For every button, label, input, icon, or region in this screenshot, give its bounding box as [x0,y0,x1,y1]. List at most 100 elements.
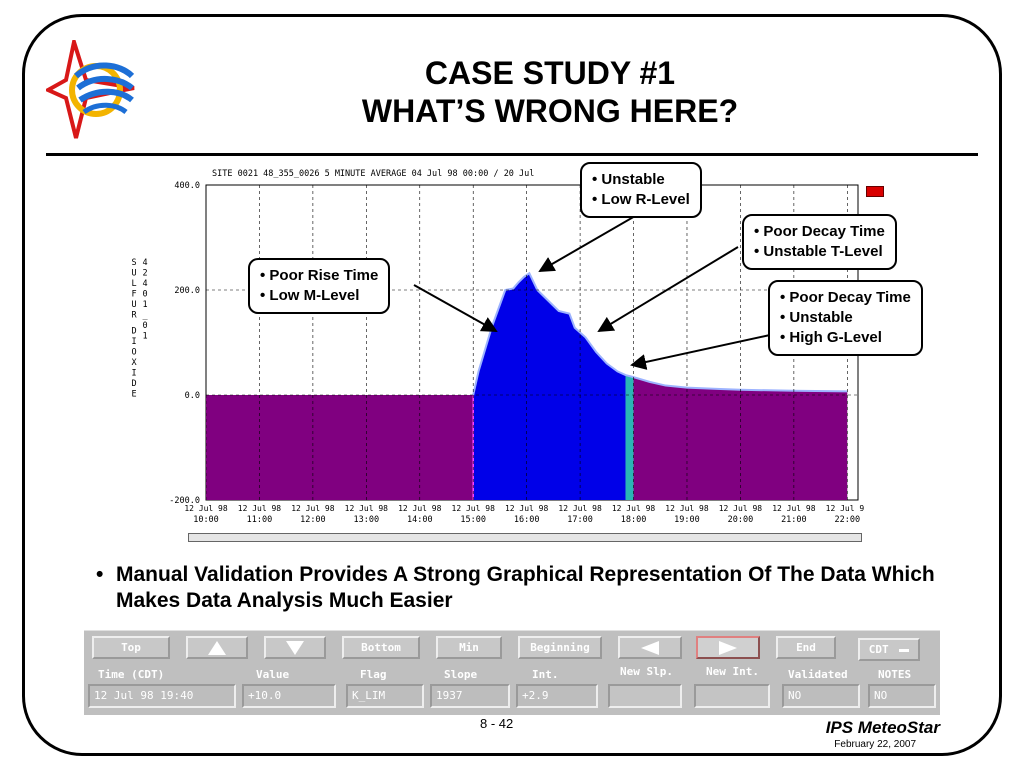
validated-label: Validated [788,668,848,681]
page-number: 8 - 42 [480,716,514,731]
x-time-label: 14:00 [407,515,433,525]
x-time-label: 22:00 [835,515,861,525]
x-time-label: 12:00 [300,515,326,525]
flagged-area [473,273,626,500]
title-line-1: CASE STUDY #1 [424,55,676,91]
int-label: Int. [532,668,559,681]
y-axis-label-char: D [131,379,136,389]
brand-name: IPS MeteoStar [825,718,940,737]
x-date-label: 12 Jul 98 [398,504,442,513]
x-date-label: 12 Jul 98 [238,504,282,513]
y-axis-code-char: 4 [142,279,147,289]
x-date-label: 12 Jul 98 [612,504,656,513]
down-triangle-icon [286,641,304,655]
top-button[interactable]: Top [92,636,170,659]
status-indicator [866,186,884,197]
x-date-label: 12 Jul 98 [772,504,816,513]
x-time-label: 10:00 [193,515,219,525]
right-arrow-button[interactable] [696,636,760,659]
down-arrow-button[interactable] [264,636,326,659]
callout-decay-unstable-high-g: • Poor Decay Time • Unstable • High G-Le… [768,280,923,356]
callout-arrow-g [630,334,771,370]
x-date-label: 12 Jul 98 [505,504,549,513]
dropdown-icon [899,648,910,652]
x-date-label: 12 Jul 98 [665,504,709,513]
bottom-button[interactable]: Bottom [342,636,420,659]
y-axis-label-char: L [131,279,136,289]
left-arrow-button[interactable] [618,636,682,659]
y-axis-label-char: I [131,368,136,378]
new-int-label[interactable]: New Int. [706,665,759,678]
min-button[interactable]: Min [436,636,502,659]
beginning-button[interactable]: Beginning [518,636,602,659]
time-label: Time (CDT) [98,668,165,681]
callout-line: • Poor Decay Time [780,289,911,306]
slope-label: Slope [444,668,478,681]
x-time-label: 17:00 [567,515,593,525]
bullet-dot: • [96,563,104,586]
value-field[interactable]: +10.0 [242,684,336,708]
callout-line: • Unstable T-Level [754,243,883,260]
x-time-label: 16:00 [514,515,540,525]
meteostar-logo [46,40,135,139]
up-triangle-icon [208,641,226,655]
end-button[interactable]: End [776,636,836,659]
y-axis-label-char: X [131,358,137,368]
value-label: Value [256,668,290,681]
left-triangle-icon [641,641,659,655]
x-date-label: 12 Jul 98 [184,504,228,513]
selected-area [625,375,634,500]
slide-title: CASE STUDY #1 WHAT’S WRONG HERE? [200,54,900,130]
callout-rise-low-m: • Poor Rise Time • Low M-Level [248,258,391,314]
validation-control-panel: Top Bottom Min Beginning End CDT Time (C… [84,630,940,715]
x-date-label: 12 Jul 98 [558,504,602,513]
y-axis-label-char: R [131,311,137,321]
callout-line: • Poor Decay Time [754,223,885,240]
callout-decay-unstable-t: • Poor Decay Time • Unstable T-Level [742,214,897,270]
flag-field[interactable]: K_LIM [346,684,424,708]
y-axis-code-char: 1 [142,300,147,310]
x-time-label: 18:00 [621,515,647,525]
y-axis-label-char: S [131,258,136,268]
chart-horizontal-scrollbar[interactable] [188,533,862,542]
slide-date: February 22, 2007 [834,739,916,750]
callout-arrow-t [597,246,739,333]
x-date-label: 12 Jul 98 [826,504,864,513]
callout-line: • Low R-Level [592,191,690,208]
chart-title: SITE 0021 48_355_0026 5 MINUTE AVERAGE 0… [212,169,534,179]
y-axis-label-char: E [131,389,136,399]
y-axis-code-char: 0 [142,290,147,300]
bullet-point: • Manual Validation Provides A Strong Gr… [96,562,936,614]
y-axis-code-char: 4 [142,258,147,268]
new-slope-label[interactable]: New Slp. [620,665,673,678]
new-slope-field[interactable] [608,684,682,708]
flag-label: Flag [360,668,387,681]
int-field[interactable]: +2.9 [516,684,598,708]
notes-label: NOTES [878,668,912,681]
bullet-text: Manual Validation Provides A Strong Grap… [116,563,935,612]
y-axis-code-char: 1 [142,332,147,342]
y-axis-code-char: 0 [142,321,147,331]
x-time-label: 13:00 [354,515,380,525]
x-date-label: 12 Jul 98 [345,504,389,513]
timezone-select[interactable]: CDT [858,638,920,661]
x-time-label: 20:00 [728,515,754,525]
x-time-label: 11:00 [247,515,273,525]
x-date-label: 12 Jul 98 [452,504,496,513]
x-time-label: 15:00 [460,515,486,525]
slope-field[interactable]: 1937 [430,684,510,708]
y-axis-label-char: U [131,300,136,310]
new-int-field[interactable] [694,684,770,708]
y-tick-label: -200.0 [169,496,200,506]
validated-field[interactable]: NO [782,684,860,708]
callout-line: • Low M-Level [260,287,360,304]
y-axis-code-char: 2 [142,269,147,279]
baseline-area-left [206,395,474,500]
notes-field[interactable]: NO [868,684,936,708]
right-triangle-icon [719,641,737,655]
y-tick-label: 0.0 [185,391,200,401]
up-arrow-button[interactable] [186,636,248,659]
time-field[interactable]: 12 Jul 98 19:40 [88,684,236,708]
x-date-label: 12 Jul 98 [719,504,763,513]
y-axis-label-char: D [131,326,136,336]
